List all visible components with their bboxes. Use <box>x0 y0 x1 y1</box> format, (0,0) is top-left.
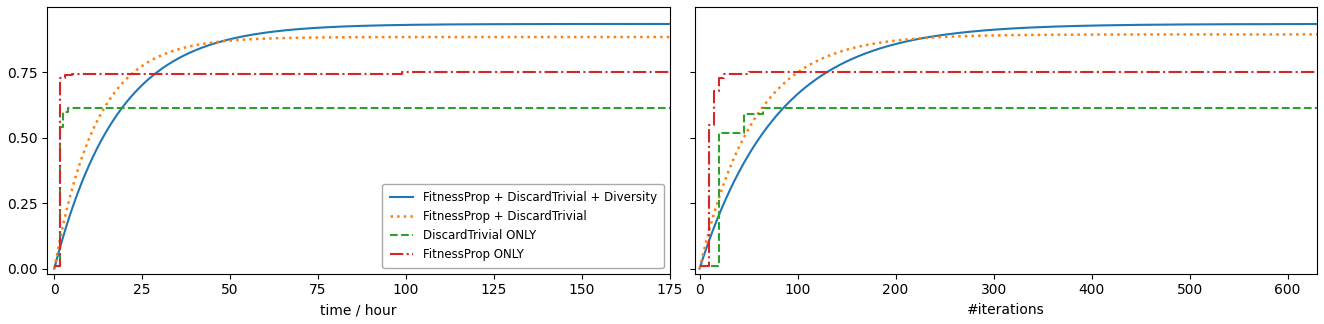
Legend: FitnessProp + DiscardTrivial + Diversity, FitnessProp + DiscardTrivial, DiscardT: FitnessProp + DiscardTrivial + Diversity… <box>383 184 663 268</box>
X-axis label: #iterations: #iterations <box>967 303 1045 317</box>
X-axis label: time / hour: time / hour <box>320 303 397 317</box>
